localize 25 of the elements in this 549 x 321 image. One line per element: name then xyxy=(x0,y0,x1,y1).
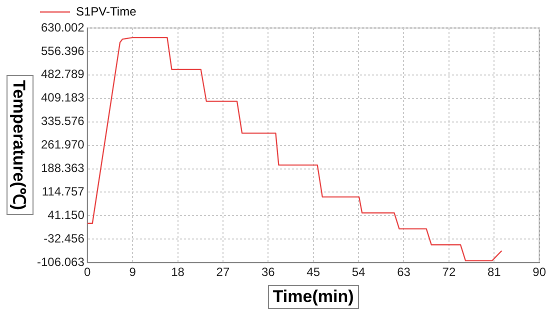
y-tick-label: 41.150 xyxy=(48,208,85,222)
x-tick-label: 63 xyxy=(397,265,411,280)
x-tick-label: 27 xyxy=(216,265,230,280)
y-tick-label: 261.970 xyxy=(40,138,85,152)
x-tick-label: 45 xyxy=(306,265,320,280)
y-tick-label: 630.002 xyxy=(40,20,85,34)
x-tick-label: 81 xyxy=(487,265,502,280)
y-tick-label: 114.757 xyxy=(42,184,85,199)
y-tick-label: 335.576 xyxy=(40,114,85,128)
y-tick-label: -106.063 xyxy=(37,254,85,269)
x-tick-label: 18 xyxy=(171,265,185,280)
y-tick-label: -32.456 xyxy=(44,231,85,246)
x-tick-label: 54 xyxy=(352,265,366,280)
y-tick-label: 188.363 xyxy=(40,161,85,176)
legend-label: S1PV-Time xyxy=(76,4,137,18)
y-tick-label: 482.789 xyxy=(40,67,85,82)
x-tick-label: 0 xyxy=(84,265,92,280)
x-tick-label: 9 xyxy=(129,265,136,280)
x-tick-label: 72 xyxy=(442,265,456,280)
y-tick-label: 556.396 xyxy=(40,44,85,58)
x-tick-label: 90 xyxy=(532,265,546,280)
y-tick-label: 409.183 xyxy=(40,90,85,105)
y-axis-title: Temperature(℃) xyxy=(6,75,34,216)
x-tick-label: 36 xyxy=(261,265,276,280)
x-axis-title: Time(min) xyxy=(268,284,359,309)
